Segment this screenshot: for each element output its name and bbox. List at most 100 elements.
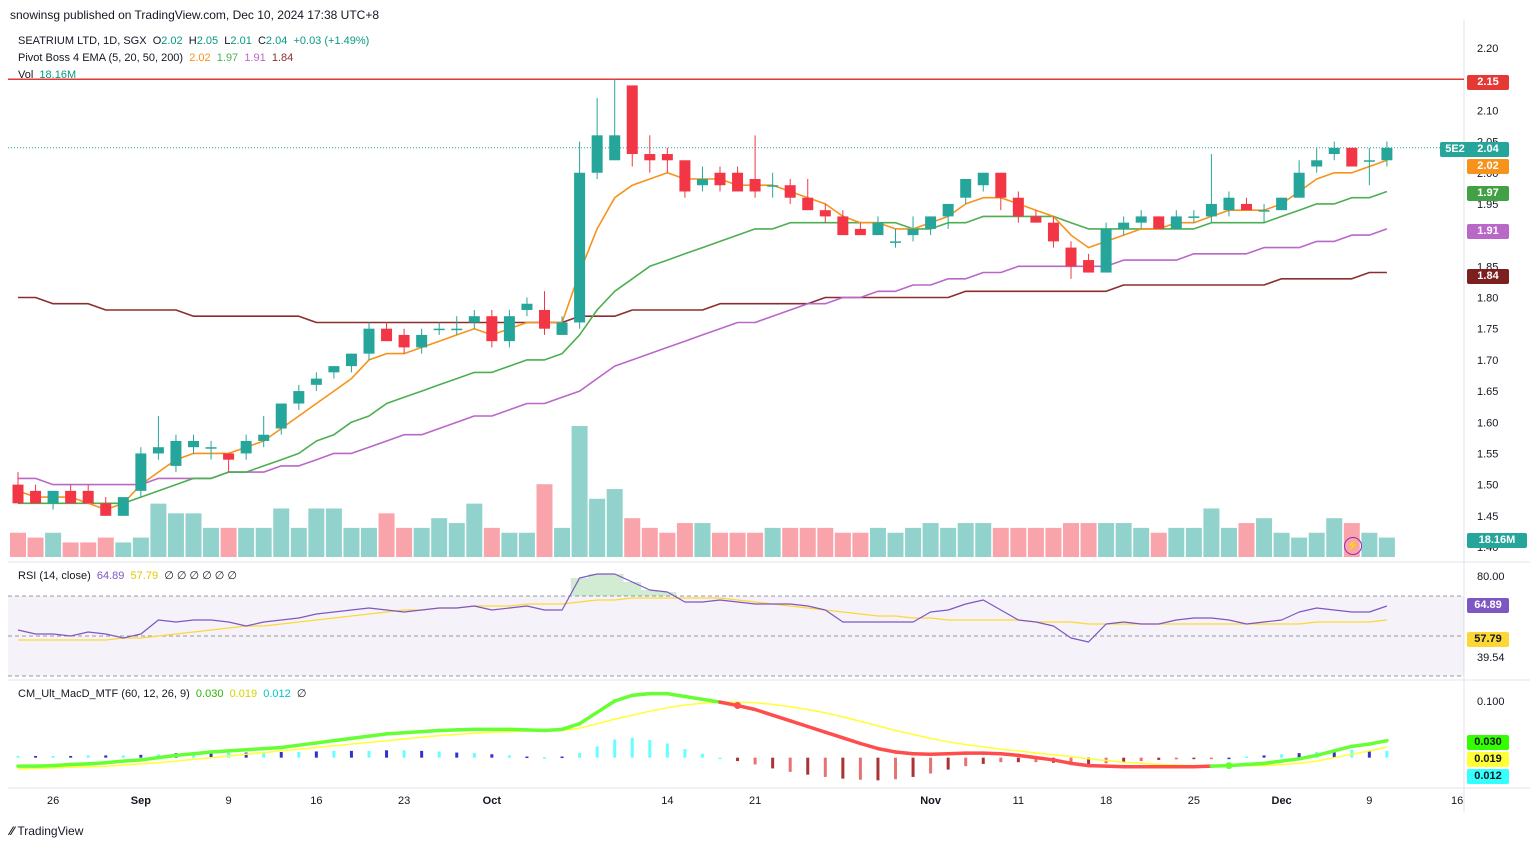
rsi-overbought-fill [570, 578, 589, 596]
candle-body [223, 453, 235, 460]
macd-line-segment [244, 746, 266, 752]
candle-body [12, 484, 24, 504]
candle-body [960, 178, 972, 198]
macd-hist-bar [1034, 757, 1038, 763]
candle-body [170, 440, 182, 466]
footer-brand: TradingView [17, 824, 84, 838]
macd-hist-bar [823, 757, 827, 777]
macd-line-segment [384, 730, 406, 736]
rsi-overbought-fill [658, 592, 677, 596]
volume-bar [1168, 527, 1185, 557]
macd-hist-bar [736, 757, 740, 762]
macd-line-segment [595, 699, 617, 715]
macd-line-segment [823, 730, 845, 740]
macd-hist-bar [420, 750, 424, 758]
macd-line-segment [858, 741, 880, 751]
candle-body [1083, 260, 1095, 273]
macd-hist-bar [227, 752, 231, 758]
footer-logo[interactable]: ⁄⁄ TradingView [10, 824, 83, 838]
macd-line-segment [209, 749, 231, 754]
price-legend: SEATRIUM LTD, 1D, SGX O2.02 H2.05 L2.01 … [18, 35, 370, 47]
volume-bar [343, 527, 360, 557]
candle-body [1223, 197, 1235, 211]
x-tick-label: 16 [310, 795, 322, 807]
candle-body [65, 490, 77, 504]
rsi-tick: 80.00 [1477, 571, 1505, 583]
candle-body [802, 197, 814, 211]
candle-body [117, 497, 129, 516]
x-tick-label: 25 [1188, 795, 1200, 807]
macd-hist-bar [1262, 755, 1266, 758]
volume-value: 18.16M [39, 69, 77, 81]
volume-bar [1045, 527, 1062, 557]
candle-body [1153, 216, 1165, 229]
volume-bar [712, 532, 728, 557]
volume-bar [361, 527, 377, 557]
macd-hist-bar [121, 755, 125, 758]
volume-bar [150, 503, 167, 557]
volume-bar [80, 542, 97, 557]
macd-hist-bar [630, 737, 634, 758]
candle-body [872, 222, 884, 236]
candle-body [521, 303, 533, 310]
volume-bar [1378, 537, 1395, 557]
candle-body [503, 316, 515, 342]
macd-hist-bar [1332, 750, 1336, 758]
volume-bar [1308, 532, 1325, 557]
x-tick-label: Dec [1272, 795, 1292, 807]
macd-hist-bar [858, 757, 862, 780]
macd-line-segment [1367, 738, 1389, 746]
change-value: +0.03 (+1.49%) [293, 35, 370, 47]
rsi-overbought-fill [623, 582, 642, 596]
close-value: 2.04 [265, 35, 288, 47]
lightning-icon[interactable]: ⚡ [1344, 537, 1362, 555]
macd-hist-bar [385, 750, 389, 758]
macd-line-segment [788, 719, 810, 729]
macd-line-segment [139, 755, 161, 762]
macd-hist-bar [718, 757, 722, 760]
macd-line-segment [612, 693, 634, 703]
rsi-tick: 39.54 [1477, 652, 1505, 664]
macd-hist-bar [911, 757, 915, 777]
volume-bar [1150, 532, 1167, 557]
ema-legend[interactable]: Pivot Boss 4 EMA (5, 20, 50, 200) 2.02 1… [18, 52, 293, 64]
volume-bar [1080, 523, 1097, 557]
volume-bar [501, 532, 518, 557]
volume-bar [1291, 537, 1308, 557]
macd-line-segment [806, 724, 828, 734]
macd-line-segment [437, 728, 459, 733]
macd-hist-bar [402, 750, 406, 758]
candle-body [310, 378, 322, 385]
macd-hist-bar [613, 739, 617, 758]
volume-bar [1256, 518, 1273, 557]
macd-line-segment [1314, 749, 1336, 758]
candle-body [152, 447, 164, 454]
rsi-legend[interactable]: RSI (14, close) 64.89 57.79 ∅ ∅ ∅ ∅ ∅ ∅ [18, 569, 237, 582]
macd-hist-bar [16, 755, 20, 758]
volume-bar [694, 523, 711, 557]
volume-bar [536, 484, 553, 557]
volume-bar [834, 532, 851, 557]
macd-hist-bar [595, 746, 599, 758]
price-tick: 1.50 [1477, 480, 1498, 492]
macd-tick: 0.100 [1477, 696, 1505, 708]
ema5-badge: 2.02 [1467, 159, 1509, 174]
macd-hist-bar [1139, 757, 1143, 762]
macd-legend[interactable]: CM_Ult_MacD_MTF (60, 12, 26, 9) 0.030 0.… [18, 687, 306, 700]
rsi-line [17, 573, 1388, 643]
volume-legend[interactable]: Vol 18.16M [18, 69, 76, 81]
signal-line [17, 701, 1388, 770]
macd-hist-bar [876, 757, 880, 781]
macd-hist-bar [665, 743, 669, 758]
macd-hist-bar [1122, 757, 1126, 763]
candle-body [416, 334, 428, 348]
candle-body [240, 440, 252, 454]
volume-bar [167, 513, 184, 557]
x-tick-label: 16 [1451, 795, 1463, 807]
volume-bar [887, 532, 904, 557]
symbol-name[interactable]: SEATRIUM LTD, 1D, SGX [18, 35, 147, 47]
candle-body [890, 241, 901, 243]
macd-hist-bar [525, 756, 529, 759]
volume-bar [1361, 532, 1378, 557]
